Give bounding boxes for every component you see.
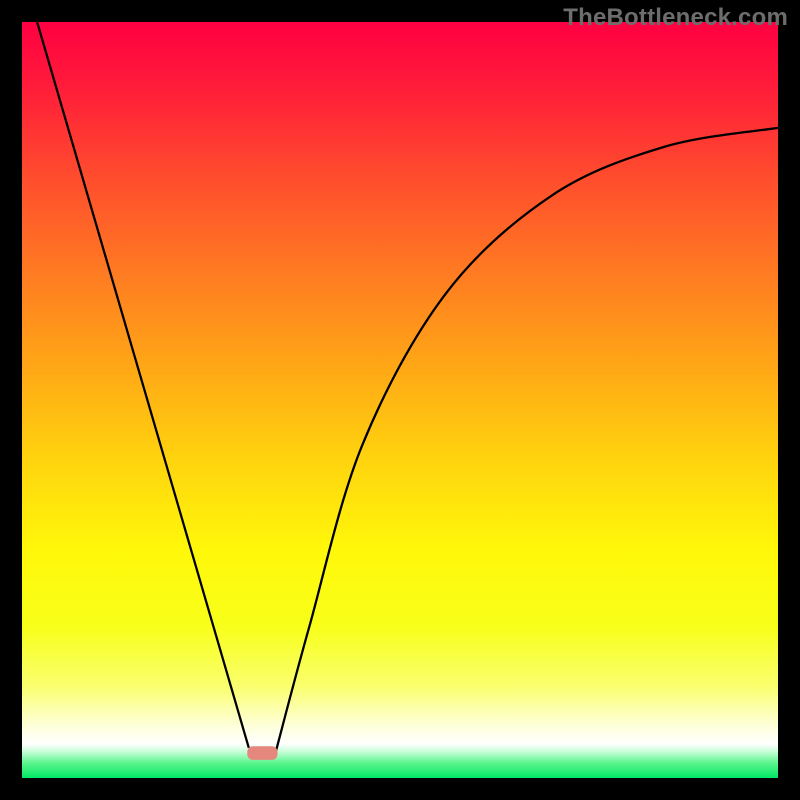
chart-root: TheBottleneck.com (0, 0, 800, 800)
curve-right-branch (276, 128, 778, 751)
curve-layer (22, 22, 778, 778)
curve-left-branch (37, 22, 249, 748)
valley-marker (247, 746, 277, 760)
plot-area (22, 22, 778, 778)
